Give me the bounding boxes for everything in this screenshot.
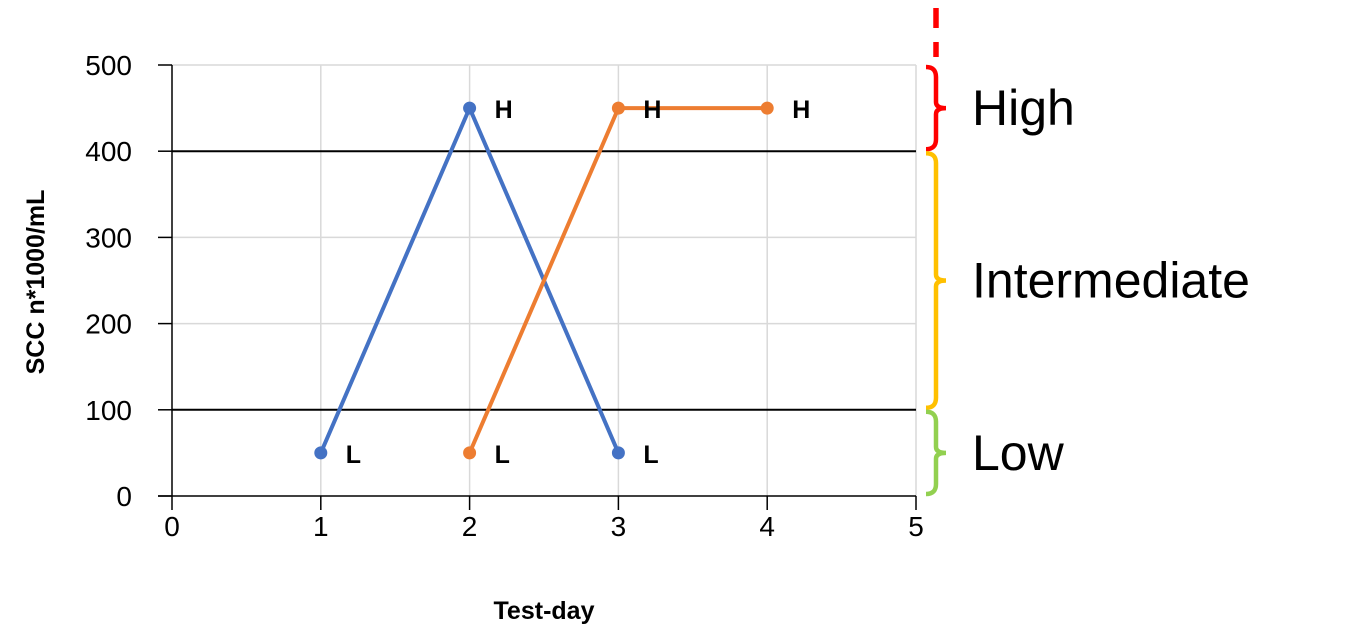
y-tick-label: 500	[85, 50, 132, 81]
data-point	[611, 101, 625, 115]
band-bracket-low	[925, 409, 947, 497]
data-point	[463, 446, 477, 460]
x-tick-label: 5	[908, 511, 924, 542]
band-label-intermediate: Intermediate	[972, 253, 1250, 309]
data-label: H	[792, 96, 810, 124]
y-axis-title: SCC n*1000/mL	[22, 190, 50, 375]
data-label: H	[495, 96, 513, 124]
band-bracket-intermediate	[925, 150, 947, 411]
data-point	[314, 446, 328, 460]
y-tick-label: 400	[85, 136, 132, 167]
x-tick-label: 1	[313, 511, 329, 542]
x-tick-label: 4	[759, 511, 775, 542]
grid-layer	[172, 64, 917, 496]
y-tick-label: 100	[85, 395, 132, 426]
y-tick-label: 300	[85, 222, 132, 253]
axes-layer: 0 100 200 300 400 500 0 1 2 3 4 5	[85, 50, 924, 542]
data-point	[463, 101, 477, 115]
x-tick-label: 3	[611, 511, 627, 542]
band-label-high: High	[972, 80, 1075, 136]
data-point	[611, 446, 625, 460]
data-label: L	[495, 441, 510, 469]
data-label: L	[346, 441, 361, 469]
band-label-low: Low	[972, 425, 1065, 481]
y-tick-label: 200	[85, 309, 132, 340]
x-axis-title: Test-day	[494, 597, 595, 625]
band-bracket-high	[925, 64, 947, 152]
data-label: L	[643, 441, 658, 469]
series-layer	[314, 101, 774, 460]
x-tick-label: 0	[164, 511, 180, 542]
bands-layer: High Intermediate Low	[925, 8, 1250, 497]
y-tick-label: 0	[116, 481, 132, 512]
labels-layer: L H L L H H	[346, 96, 810, 469]
x-tick-label: 2	[462, 511, 478, 542]
data-point	[760, 101, 774, 115]
data-label: H	[643, 96, 661, 124]
